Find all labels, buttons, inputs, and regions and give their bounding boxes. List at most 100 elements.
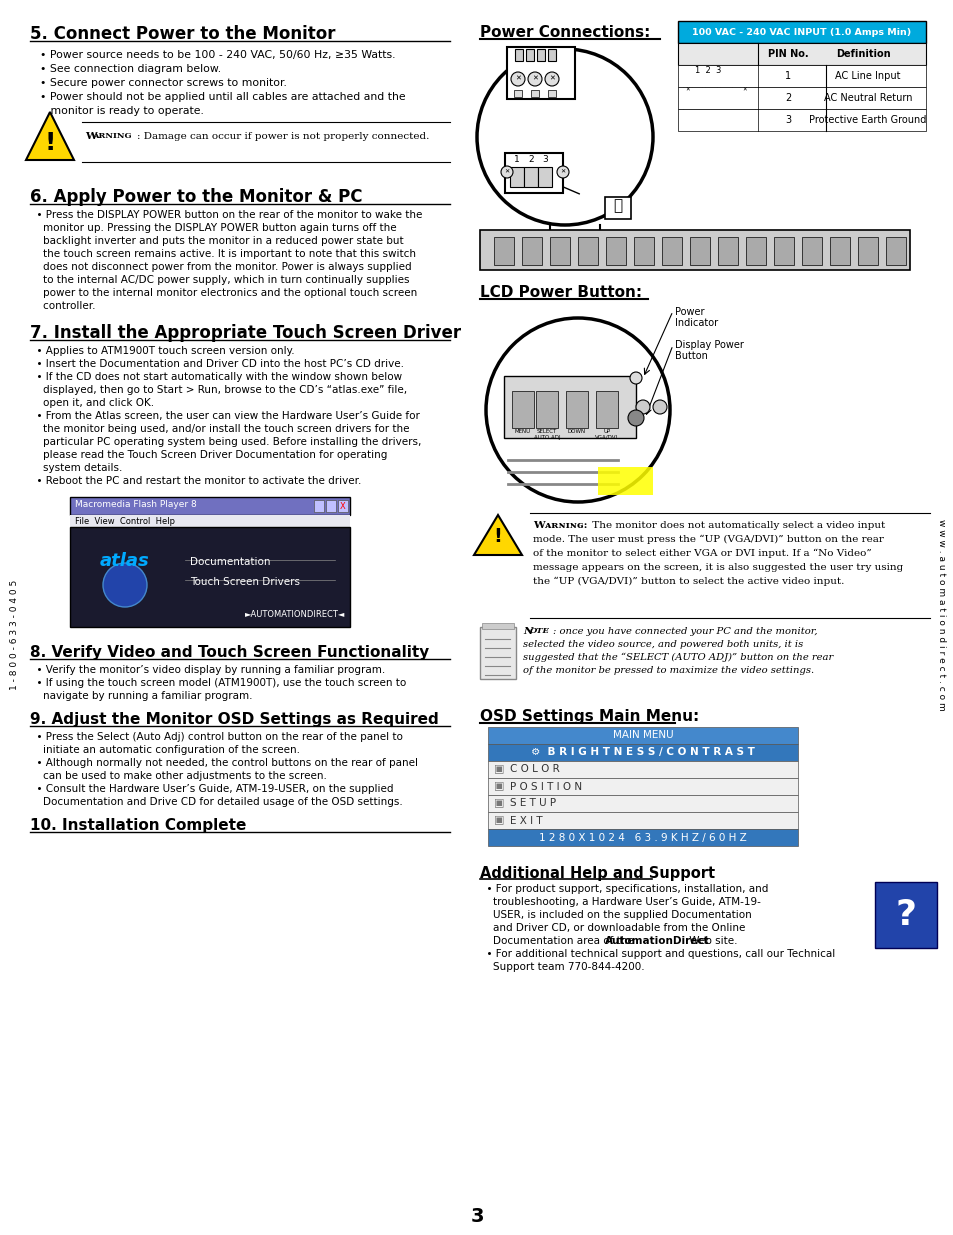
Text: S E T U P: S E T U P [510, 799, 556, 809]
FancyBboxPatch shape [704, 74, 717, 106]
FancyBboxPatch shape [488, 761, 797, 778]
Text: OSD Settings Main Menu:: OSD Settings Main Menu: [479, 709, 699, 724]
FancyBboxPatch shape [515, 49, 522, 61]
FancyBboxPatch shape [661, 237, 681, 266]
Text: troubleshooting, a Hardware User’s Guide, ATM-19-: troubleshooting, a Hardware User’s Guide… [479, 897, 760, 906]
Text: Documentation: Documentation [190, 557, 271, 567]
Circle shape [544, 72, 558, 86]
Text: Support team 770-844-4200.: Support team 770-844-4200. [479, 962, 644, 972]
Text: ▣: ▣ [494, 815, 504, 825]
Circle shape [557, 165, 568, 178]
Text: 2: 2 [784, 93, 790, 103]
Text: 9. Adjust the Monitor OSD Settings as Required: 9. Adjust the Monitor OSD Settings as Re… [30, 713, 438, 727]
Text: the “UP (VGA/DVI)” button to select the active video input.: the “UP (VGA/DVI)” button to select the … [533, 577, 843, 587]
FancyBboxPatch shape [678, 65, 925, 86]
FancyBboxPatch shape [326, 500, 335, 513]
FancyBboxPatch shape [598, 467, 652, 495]
Text: PIN No.: PIN No. [767, 49, 807, 59]
Text: • Press the Select (Auto Adj) control button on the rear of the panel to: • Press the Select (Auto Adj) control bu… [30, 732, 402, 742]
Text: AC Line Input: AC Line Input [835, 70, 900, 82]
FancyBboxPatch shape [504, 153, 562, 193]
FancyBboxPatch shape [773, 237, 793, 266]
Text: File  View  Control  Help: File View Control Help [75, 517, 174, 526]
Text: USER, is included on the supplied Documentation: USER, is included on the supplied Docume… [479, 910, 751, 920]
FancyBboxPatch shape [745, 237, 765, 266]
Polygon shape [26, 112, 74, 161]
FancyBboxPatch shape [689, 237, 709, 266]
Text: power to the internal monitor electronics and the optional touch screen: power to the internal monitor electronic… [30, 288, 416, 298]
Text: SELECT
AUTO ADJ: SELECT AUTO ADJ [533, 429, 559, 440]
FancyBboxPatch shape [514, 90, 521, 98]
Text: Protective Earth Ground: Protective Earth Ground [808, 115, 925, 125]
FancyBboxPatch shape [510, 167, 523, 186]
Text: ✕: ✕ [549, 77, 555, 82]
Text: Power: Power [675, 308, 703, 317]
Text: displayed, then go to Start > Run, browse to the CD’s “atlas.exe” file,: displayed, then go to Start > Run, brows… [30, 385, 407, 395]
FancyBboxPatch shape [678, 109, 925, 131]
Text: N: N [522, 627, 532, 636]
FancyBboxPatch shape [547, 90, 556, 98]
Circle shape [527, 72, 541, 86]
Text: open it, and click OK.: open it, and click OK. [30, 398, 154, 408]
Polygon shape [474, 515, 521, 555]
Text: OTE: OTE [530, 627, 549, 635]
Text: 3: 3 [784, 115, 790, 125]
Text: please read the Touch Screen Driver Documentation for operating: please read the Touch Screen Driver Docu… [30, 450, 387, 459]
FancyBboxPatch shape [604, 198, 630, 219]
Text: UP
VGA/DVI: UP VGA/DVI [595, 429, 618, 440]
Text: and Driver CD, or downloadable from the Online: and Driver CD, or downloadable from the … [479, 923, 744, 932]
FancyBboxPatch shape [503, 375, 636, 438]
Text: monitor up. Pressing the DISPLAY POWER button again turns off the: monitor up. Pressing the DISPLAY POWER b… [30, 224, 396, 233]
Circle shape [485, 317, 669, 501]
FancyBboxPatch shape [874, 882, 936, 948]
Text: MENU: MENU [515, 429, 531, 433]
Text: monitor is ready to operate.: monitor is ready to operate. [40, 106, 204, 116]
Text: ✕: ✕ [685, 88, 690, 93]
Circle shape [500, 165, 513, 178]
Text: W: W [85, 132, 96, 141]
FancyBboxPatch shape [547, 49, 556, 61]
FancyBboxPatch shape [506, 47, 575, 99]
Text: ✕: ✕ [504, 169, 509, 174]
Text: Display Power: Display Power [675, 340, 743, 350]
Text: AutomationDirect: AutomationDirect [604, 936, 708, 946]
Text: LCD Power Button:: LCD Power Button: [479, 285, 641, 300]
Text: ⚙  B R I G H T N E S S / C O N T R A S T: ⚙ B R I G H T N E S S / C O N T R A S T [531, 747, 754, 757]
Text: system details.: system details. [30, 463, 122, 473]
Text: 100 VAC - 240 VAC INPUT (1.0 Amps Min): 100 VAC - 240 VAC INPUT (1.0 Amps Min) [692, 28, 911, 37]
Text: 7. Install the Appropriate Touch Screen Driver: 7. Install the Appropriate Touch Screen … [30, 324, 460, 342]
FancyBboxPatch shape [565, 391, 587, 429]
Text: ►AUTOMATIONDIRECT◄: ►AUTOMATIONDIRECT◄ [244, 610, 345, 619]
Circle shape [629, 372, 641, 384]
Text: ⏚: ⏚ [613, 199, 622, 214]
FancyBboxPatch shape [531, 90, 538, 98]
FancyBboxPatch shape [678, 86, 925, 109]
Text: ARNING: ARNING [91, 132, 132, 140]
Text: The monitor does not automatically select a video input: The monitor does not automatically selec… [588, 521, 884, 530]
Circle shape [627, 410, 643, 426]
FancyBboxPatch shape [337, 500, 348, 513]
FancyBboxPatch shape [605, 237, 625, 266]
Text: initiate an automatic configuration of the screen.: initiate an automatic configuration of t… [30, 745, 299, 755]
Text: Indicator: Indicator [675, 317, 718, 329]
FancyBboxPatch shape [678, 21, 925, 43]
Text: 6. Apply Power to the Monitor & PC: 6. Apply Power to the Monitor & PC [30, 188, 362, 206]
Text: 1: 1 [784, 70, 790, 82]
Text: does not disconnect power from the monitor. Power is always supplied: does not disconnect power from the monit… [30, 262, 411, 272]
Text: ?: ? [895, 898, 916, 932]
Circle shape [652, 400, 666, 414]
FancyBboxPatch shape [512, 391, 534, 429]
Text: P O S I T I O N: P O S I T I O N [510, 782, 581, 792]
Text: Documentation area of the: Documentation area of the [479, 936, 637, 946]
Text: ▣: ▣ [494, 799, 504, 809]
Text: of the monitor to select either VGA or DVI input. If a “No Video”: of the monitor to select either VGA or D… [533, 550, 871, 558]
Text: 3: 3 [470, 1208, 483, 1226]
Text: 1 - 8 0 0 - 6 3 3 - 0 4 0 5: 1 - 8 0 0 - 6 3 3 - 0 4 0 5 [10, 580, 18, 690]
Circle shape [103, 563, 147, 606]
Text: the monitor being used, and/or install the touch screen drivers for the: the monitor being used, and/or install t… [30, 424, 409, 433]
Text: ✕: ✕ [559, 169, 565, 174]
Text: • Power source needs to be 100 - 240 VAC, 50/60 Hz, ≥35 Watts.: • Power source needs to be 100 - 240 VAC… [40, 49, 395, 61]
FancyBboxPatch shape [689, 74, 701, 106]
Text: • Reboot the PC and restart the monitor to activate the driver.: • Reboot the PC and restart the monitor … [30, 475, 361, 487]
Text: ▣: ▣ [494, 764, 504, 774]
